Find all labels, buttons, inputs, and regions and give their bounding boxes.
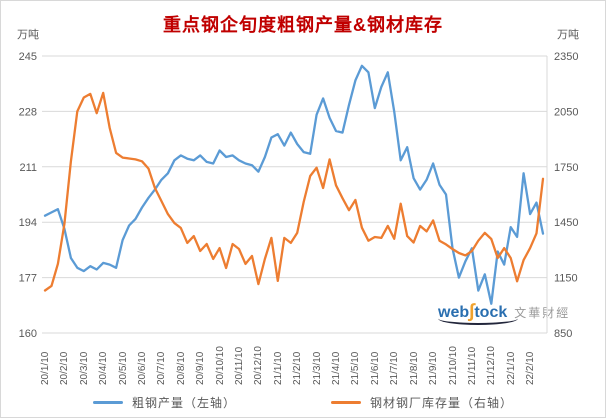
x-axis-label: 20/6/10 — [137, 351, 148, 385]
right-axis-tick-label: 2050 — [554, 106, 578, 118]
left-axis-tick-label: 177 — [19, 273, 37, 285]
x-axis-label: 21/12/10 — [486, 346, 498, 385]
x-axis-label: 20/3/10 — [78, 351, 90, 385]
legend-label-inventory: 钢材钢厂库存量（右轴） — [370, 396, 514, 410]
x-axis-label: 22/1/10 — [505, 351, 517, 385]
right-axis-tick-label: 2350 — [554, 51, 578, 63]
left-axis-tick-label: 245 — [19, 51, 37, 63]
right-axis-tick-label: 850 — [554, 328, 572, 340]
series-line-production — [43, 64, 545, 305]
x-axis-label: 20/1/10 — [40, 351, 51, 385]
watermark-cn-text: 文華財經 — [514, 306, 571, 320]
legend-label-production: 粗钢产量（左轴） — [131, 396, 236, 410]
left-axis-unit-label: 万吨 — [17, 29, 39, 41]
right-axis-tick-label: 1750 — [554, 162, 578, 174]
legend: 粗钢产量（左轴） 钢材钢厂库存量（右轴） — [1, 394, 605, 411]
right-axis-tick-label: 1450 — [554, 217, 578, 229]
x-axis-label: 21/7/10 — [389, 351, 401, 385]
x-axis-label: 21/10/10 — [447, 346, 459, 385]
x-axis-label: 22/2/10 — [525, 351, 537, 385]
x-axis-label: 20/10/10 — [214, 346, 226, 385]
chart-title: 重点钢企旬度粗钢产量&钢材库存 — [163, 15, 443, 35]
x-axis-label: 21/5/10 — [350, 351, 362, 385]
x-axis-label: 21/1/10 — [272, 351, 284, 385]
right-axis-unit-label: 万吨 — [557, 29, 579, 41]
left-axis-tick-label: 160 — [19, 328, 37, 340]
legend-swatch-inventory — [331, 401, 361, 404]
x-axis-label: 20/4/10 — [98, 351, 110, 385]
left-axis-tick-label: 211 — [19, 162, 37, 174]
left-axis-tick-label: 194 — [19, 217, 37, 229]
left-axis-tick-label: 228 — [19, 106, 37, 118]
x-axis-label: 20/11/10 — [234, 346, 245, 385]
x-axis-label: 20/2/10 — [59, 351, 71, 385]
series-line-inventory — [43, 91, 545, 292]
x-axis-label: 21/2/10 — [292, 351, 304, 385]
legend-item-production: 粗钢产量（左轴） — [92, 394, 236, 411]
x-axis-label: 20/8/10 — [175, 351, 187, 385]
x-axis-label: 21/4/10 — [331, 351, 342, 385]
x-axis-label: 20/5/10 — [117, 351, 129, 385]
right-axis-tick-label: 1150 — [554, 273, 578, 285]
x-axis-label: 21/6/10 — [369, 351, 381, 385]
x-axis-label: 21/3/10 — [311, 351, 323, 385]
x-axis-label: 21/8/10 — [408, 351, 420, 385]
watermark-swoosh — [438, 312, 518, 325]
x-axis-label: 21/9/10 — [428, 351, 440, 385]
x-axis-label: 20/7/10 — [156, 351, 168, 385]
x-axis-label: 20/12/10 — [253, 346, 265, 385]
x-axis-label: 21/11/10 — [466, 346, 478, 385]
legend-swatch-production — [92, 401, 123, 404]
legend-item-inventory: 钢材钢厂库存量（右轴） — [331, 394, 513, 411]
x-axis-label: 20/9/10 — [195, 351, 207, 385]
